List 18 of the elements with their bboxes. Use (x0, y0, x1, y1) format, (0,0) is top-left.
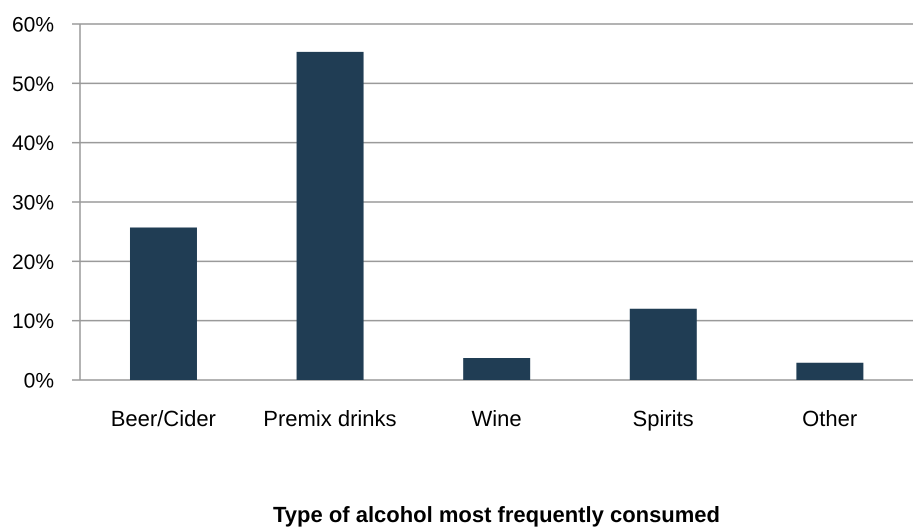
x-tick-label: Spirits (632, 406, 694, 431)
y-tick-label: 10% (12, 310, 54, 334)
y-tick-label: 60% (12, 13, 54, 36)
x-tick-label: Wine (471, 406, 522, 431)
y-tick-label: 50% (12, 72, 54, 96)
bar (130, 228, 197, 380)
bar (296, 52, 364, 380)
x-axis-title: Type of alcohol most frequently consumed (273, 502, 720, 527)
y-tick-label: 20% (12, 250, 54, 274)
x-tick-label: Premix drinks (263, 406, 397, 431)
x-tick-label: Beer/Cider (110, 406, 216, 431)
y-tick-label: 40% (12, 132, 54, 156)
x-tick-label: Other (802, 406, 858, 431)
bar (630, 308, 697, 380)
bar (796, 362, 864, 380)
y-tick-label: 30% (12, 191, 54, 214)
bar (463, 358, 530, 380)
y-tick-label: 0% (24, 369, 54, 392)
